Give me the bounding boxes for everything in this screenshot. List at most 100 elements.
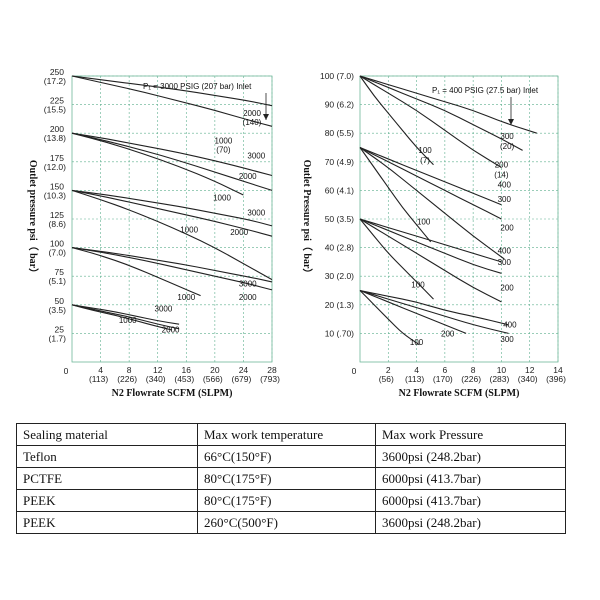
y-tick-label: 25 [55, 324, 65, 334]
series-line-100-100 [359, 75, 434, 166]
x-tick-label: 16 [182, 365, 192, 375]
x-axis-label: N2 Flowrate SCFM (SLPM) [399, 388, 520, 399]
series-line-150-3000 [71, 189, 273, 227]
y-tick-sublabel: (17.2) [44, 76, 66, 86]
x-tick-sublabel: (453) [174, 374, 194, 384]
series-line-25-100 [359, 290, 420, 346]
y-tick-label: 40 (2.8) [325, 243, 354, 253]
annotation-arrow-head [263, 114, 269, 120]
y-tick-label: 60 (4.1) [325, 185, 354, 195]
origin-label: 0 [352, 366, 357, 376]
x-tick-sublabel: (340) [146, 374, 166, 384]
curve-label: 1000 [180, 226, 198, 235]
x-tick-label: 12 [153, 365, 163, 375]
table-cell: 6000psi (413.7bar) [375, 489, 566, 512]
curve-label: 1000 [177, 293, 195, 302]
inlet-pressure-annotation: P₁ = 3000 PSIG (207 bar) Inlet [143, 82, 252, 91]
x-tick-sublabel: (566) [203, 374, 223, 384]
curve-label: 400 [503, 321, 517, 330]
table-row: PEEK 260°C(500°F) 3600psi (248.2bar) [16, 511, 566, 534]
sealing-material-table: Sealing material Max work temperature Ma… [16, 423, 566, 534]
x-tick-sublabel: (283) [490, 374, 510, 384]
series-line-25-200 [359, 289, 467, 334]
y-axis-label: Outlet pressure psi（ bar） [27, 160, 40, 278]
curve-label: 300 [500, 132, 514, 141]
series-line-100-200 [359, 75, 502, 168]
y-tick-label: 30 (2.0) [325, 271, 354, 281]
series-line-50-400 [359, 218, 502, 263]
table-cell: 6000psi (413.7bar) [375, 467, 566, 490]
x-tick-sublabel: (170) [433, 374, 453, 384]
chart-1: 250(17.2)225(15.5)200(13.8)175(12.0)150(… [27, 67, 280, 399]
y-tick-label: 10 (.70) [325, 328, 354, 338]
curve-label: 400 [498, 246, 512, 255]
y-tick-sublabel: (8.6) [49, 219, 67, 229]
curve-label: 2000 [239, 172, 257, 181]
y-axis-label: Outlet Pressure psi（ bar） [301, 160, 314, 279]
curve-label: 3000 [155, 305, 173, 314]
table-cell: PEEK [16, 511, 198, 534]
curve-label: 100 [417, 218, 431, 227]
y-tick-label: 20 (1.3) [325, 300, 354, 310]
charts-canvas: 250(17.2)225(15.5)200(13.8)175(12.0)150(… [27, 67, 566, 399]
series-line-100-400 [359, 75, 537, 134]
x-tick-label: 6 [442, 365, 447, 375]
plot-frame [71, 75, 273, 363]
curve-label: (70) [216, 146, 231, 155]
y-tick-label: 90 (6.2) [325, 100, 354, 110]
x-tick-sublabel: (396) [546, 374, 566, 384]
curve-label: 300 [500, 335, 514, 344]
inlet-pressure-annotation: P₁ = 400 PSIG (27.5 bar) Inlet [432, 86, 539, 95]
series-line-25-400 [359, 289, 509, 326]
y-tick-label: 200 [50, 124, 64, 134]
y-tick-label: 250 [50, 67, 64, 77]
y-tick-label: 150 [50, 181, 64, 191]
series-line-100-300 [359, 75, 523, 151]
table-cell: 66°C(150°F) [197, 445, 376, 468]
x-tick-sublabel: (793) [260, 374, 280, 384]
series-line-75-400 [359, 146, 502, 206]
table-header-row: Sealing material Max work temperature Ma… [16, 423, 566, 446]
series-line-150-1000 [71, 189, 273, 281]
series-line-50-300 [359, 218, 502, 274]
x-tick-label: 14 [553, 365, 563, 375]
series-line-75-300 [359, 147, 502, 220]
series-line-100-3000 [71, 247, 273, 283]
series-line-250-3000 [71, 75, 273, 107]
table-cell: 260°C(500°F) [197, 511, 376, 534]
series-line-50-200 [359, 218, 502, 303]
curve-label: 100 [411, 281, 425, 290]
curve-label: 300 [498, 195, 512, 204]
x-tick-sublabel: (340) [518, 374, 538, 384]
curve-label: 100 [418, 146, 432, 155]
curve-label: 200 [500, 284, 514, 293]
curve-label: 2000 [243, 109, 261, 118]
annotation-arrow-head [508, 119, 514, 125]
y-tick-label: 175 [50, 153, 64, 163]
series-line-200-2000 [71, 132, 273, 191]
table-cell: Teflon [16, 445, 198, 468]
table-header-cell: Sealing material [16, 423, 198, 446]
chart-2: 100 (7.0) 90 (6.2) 80 (5.5) 70 (4.9) 60 (4.1… [301, 71, 566, 399]
series-line-75-100 [359, 147, 432, 243]
table-cell: 3600psi (248.2bar) [375, 445, 566, 468]
series-line-100-2000 [71, 247, 273, 291]
y-tick-label: 75 [55, 267, 65, 277]
series-line-200-3000 [71, 132, 273, 177]
curve-label: 2000 [162, 325, 180, 334]
table-header-cell: Max work Pressure [375, 423, 566, 446]
table-header-cell: Max work temperature [197, 423, 376, 446]
curve-label: 2000 [239, 293, 257, 302]
x-tick-label: 20 [210, 365, 220, 375]
curve-label: 100 [410, 338, 424, 347]
curve-label: 200 [495, 161, 509, 170]
x-tick-label: 24 [239, 365, 249, 375]
curve-label: 3000 [247, 151, 265, 160]
series-line-25-300 [359, 289, 509, 334]
curve-label: (20) [500, 142, 515, 151]
curve-label: 2000 [230, 228, 248, 237]
y-tick-label: 70 (4.9) [325, 157, 354, 167]
curve-label: (140) [243, 118, 262, 127]
origin-label: 0 [64, 366, 69, 376]
x-tick-sublabel: (226) [461, 374, 481, 384]
